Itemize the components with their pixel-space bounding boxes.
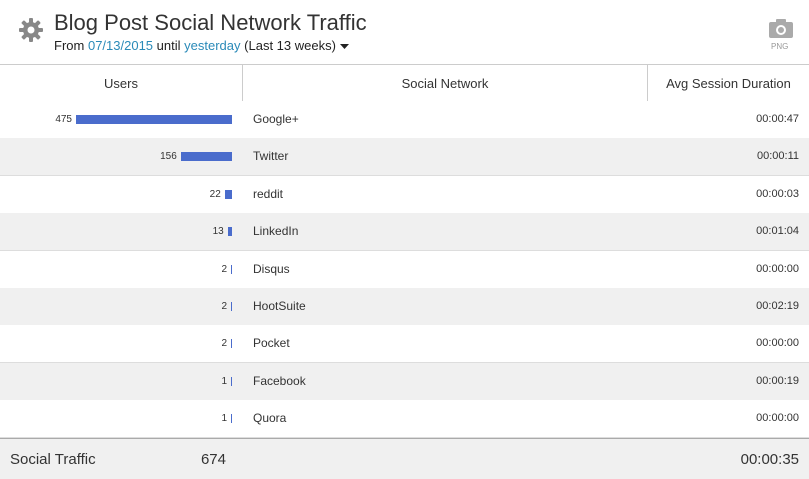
duration-value: 00:00:00 <box>756 412 799 425</box>
network-name: LinkedIn <box>253 224 299 239</box>
title: Blog Post Social Network Traffic <box>54 10 367 35</box>
table-row: 2 Pocket 00:00:00 <box>0 325 809 364</box>
end-date[interactable]: yesterday <box>184 38 241 53</box>
range-text[interactable]: (Last 13 weeks) <box>244 38 336 53</box>
users-value: 1 <box>221 375 227 387</box>
network-name: Pocket <box>253 336 290 351</box>
table-header: Users Social Network Avg Session Duratio… <box>0 64 809 103</box>
duration-value: 00:00:47 <box>756 113 799 125</box>
duration-value: 00:00:19 <box>756 374 799 387</box>
duration-value: 00:00:00 <box>756 262 799 275</box>
table-row: 1 Facebook 00:00:19 <box>0 362 809 401</box>
bar <box>231 376 232 386</box>
users-value: 156 <box>160 151 177 163</box>
table-row: 1 Quora 00:00:00 <box>0 400 809 439</box>
users-value: 2 <box>221 263 227 275</box>
table-footer: Social Traffic 674 00:00:35 <box>0 438 809 479</box>
network-name: Disqus <box>253 261 290 276</box>
table-row: 2 HootSuite 00:02:19 <box>0 288 809 326</box>
network-name: reddit <box>253 186 284 201</box>
subtitle: From 07/13/2015 until yesterday (Last 13… <box>54 38 349 53</box>
column-header[interactable]: Avg Session Duration <box>666 76 791 91</box>
table-row: 13 LinkedIn 00:01:04 <box>0 213 809 252</box>
users-value: 1 <box>221 413 227 425</box>
png-label[interactable]: PNG <box>771 42 789 51</box>
until-text: until <box>156 38 181 53</box>
bar <box>231 302 232 311</box>
table-row: 2 Disqus 00:00:00 <box>0 250 809 289</box>
dropdown-arrow[interactable] <box>339 43 349 50</box>
camera-icon[interactable] <box>769 18 793 38</box>
users-value: 2 <box>221 301 227 312</box>
network-name: Twitter <box>253 149 289 164</box>
users-value: 22 <box>209 188 221 200</box>
start-date[interactable]: 07/13/2015 <box>87 38 154 53</box>
bar <box>231 339 232 349</box>
network-name: Quora <box>253 411 287 426</box>
bar <box>180 152 232 162</box>
duration-value: 00:00:00 <box>756 337 799 350</box>
column-header[interactable]: Social Network <box>243 65 648 102</box>
footer-duration: 00:00:35 <box>740 451 799 468</box>
column-header[interactable]: Users <box>0 65 243 102</box>
network-name: HootSuite <box>253 299 306 313</box>
footer-label: Social Traffic <box>10 451 96 468</box>
from-text: From <box>54 38 85 53</box>
footer-users: 674 <box>200 451 226 468</box>
table-row: 22 reddit 00:00:03 <box>0 175 809 214</box>
table-row: 156 Twitter 00:00:11 <box>0 138 809 177</box>
bar <box>227 227 232 237</box>
table-row: 475 Google+ 00:00:47 <box>0 101 809 139</box>
network-name: Google+ <box>253 112 299 126</box>
users-value: 475 <box>55 114 72 125</box>
duration-value: 00:02:19 <box>756 300 799 312</box>
bar <box>224 189 232 199</box>
users-value: 13 <box>212 226 224 238</box>
duration-value: 00:00:11 <box>756 150 799 163</box>
duration-value: 00:00:03 <box>756 187 799 200</box>
duration-value: 00:01:04 <box>756 225 799 238</box>
users-value: 2 <box>221 338 227 350</box>
bar <box>76 115 232 124</box>
network-name: Facebook <box>253 373 306 388</box>
settings-icon[interactable] <box>18 17 44 43</box>
bar <box>231 264 232 274</box>
bar <box>231 414 232 424</box>
